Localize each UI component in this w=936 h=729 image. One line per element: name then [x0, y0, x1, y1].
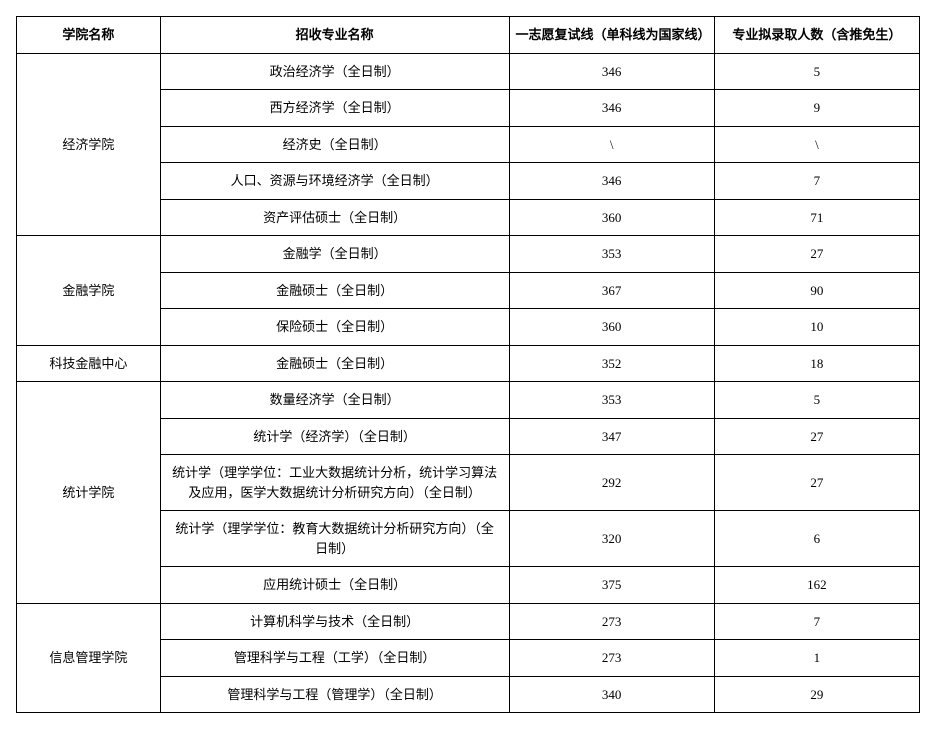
- score-cell: 346: [509, 90, 714, 127]
- major-cell: 统计学（经济学）（全日制）: [160, 418, 509, 455]
- table-row: 统计学院数量经济学（全日制）3535: [17, 382, 920, 419]
- college-cell: 科技金融中心: [17, 345, 161, 382]
- major-cell: 管理科学与工程（工学）（全日制）: [160, 640, 509, 677]
- major-cell: 计算机科学与技术（全日制）: [160, 603, 509, 640]
- college-cell: 经济学院: [17, 53, 161, 236]
- major-cell: 数量经济学（全日制）: [160, 382, 509, 419]
- table-row: 信息管理学院计算机科学与技术（全日制）2737: [17, 603, 920, 640]
- major-cell: 管理科学与工程（管理学）（全日制）: [160, 676, 509, 713]
- major-cell: 西方经济学（全日制）: [160, 90, 509, 127]
- college-cell: 金融学院: [17, 236, 161, 346]
- score-cell: 346: [509, 163, 714, 200]
- score-cell: 273: [509, 640, 714, 677]
- table-row: 金融学院金融学（全日制）35327: [17, 236, 920, 273]
- major-cell: 政治经济学（全日制）: [160, 53, 509, 90]
- count-cell: 18: [714, 345, 919, 382]
- score-cell: 352: [509, 345, 714, 382]
- score-cell: 346: [509, 53, 714, 90]
- score-cell: 292: [509, 455, 714, 511]
- major-cell: 应用统计硕士（全日制）: [160, 567, 509, 604]
- score-cell: 360: [509, 199, 714, 236]
- count-cell: 1: [714, 640, 919, 677]
- header-score: 一志愿复试线（单科线为国家线）: [509, 17, 714, 54]
- count-cell: 10: [714, 309, 919, 346]
- count-cell: 27: [714, 455, 919, 511]
- count-cell: 6: [714, 511, 919, 567]
- count-cell: 27: [714, 236, 919, 273]
- score-cell: 367: [509, 272, 714, 309]
- score-cell: 360: [509, 309, 714, 346]
- count-cell: 7: [714, 163, 919, 200]
- header-college: 学院名称: [17, 17, 161, 54]
- major-cell: 保险硕士（全日制）: [160, 309, 509, 346]
- admissions-table: 学院名称 招收专业名称 一志愿复试线（单科线为国家线） 专业拟录取人数（含推免生…: [16, 16, 920, 713]
- score-cell: 375: [509, 567, 714, 604]
- score-cell: 353: [509, 382, 714, 419]
- score-cell: 347: [509, 418, 714, 455]
- count-cell: 90: [714, 272, 919, 309]
- major-cell: 金融硕士（全日制）: [160, 345, 509, 382]
- score-cell: 320: [509, 511, 714, 567]
- count-cell: 5: [714, 53, 919, 90]
- count-cell: 71: [714, 199, 919, 236]
- major-cell: 统计学（理学学位：工业大数据统计分析，统计学习算法及应用，医学大数据统计分析研究…: [160, 455, 509, 511]
- count-cell: 162: [714, 567, 919, 604]
- score-cell: 273: [509, 603, 714, 640]
- college-cell: 统计学院: [17, 382, 161, 604]
- score-cell: 340: [509, 676, 714, 713]
- count-cell: 7: [714, 603, 919, 640]
- header-count: 专业拟录取人数（含推免生）: [714, 17, 919, 54]
- count-cell: 5: [714, 382, 919, 419]
- table-row: 科技金融中心金融硕士（全日制）35218: [17, 345, 920, 382]
- major-cell: 金融学（全日制）: [160, 236, 509, 273]
- count-cell: 9: [714, 90, 919, 127]
- count-cell: 29: [714, 676, 919, 713]
- count-cell: 27: [714, 418, 919, 455]
- table-row: 经济学院政治经济学（全日制）3465: [17, 53, 920, 90]
- score-cell: \: [509, 126, 714, 163]
- major-cell: 金融硕士（全日制）: [160, 272, 509, 309]
- major-cell: 资产评估硕士（全日制）: [160, 199, 509, 236]
- count-cell: \: [714, 126, 919, 163]
- major-cell: 人口、资源与环境经济学（全日制）: [160, 163, 509, 200]
- college-cell: 信息管理学院: [17, 603, 161, 713]
- score-cell: 353: [509, 236, 714, 273]
- header-major: 招收专业名称: [160, 17, 509, 54]
- major-cell: 统计学（理学学位：教育大数据统计分析研究方向）（全日制）: [160, 511, 509, 567]
- table-header-row: 学院名称 招收专业名称 一志愿复试线（单科线为国家线） 专业拟录取人数（含推免生…: [17, 17, 920, 54]
- major-cell: 经济史（全日制）: [160, 126, 509, 163]
